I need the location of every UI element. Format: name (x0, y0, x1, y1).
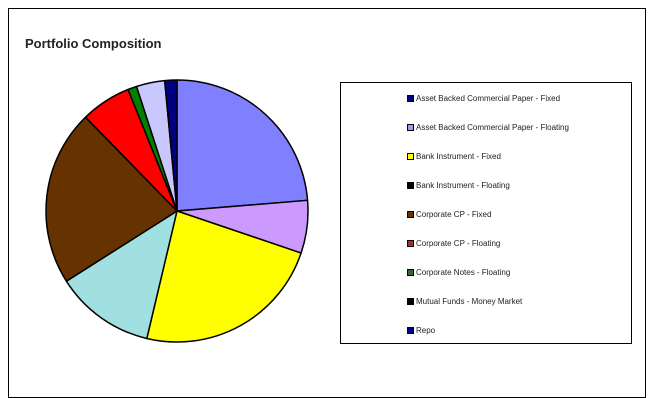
legend-label: Asset Backed Commercial Paper - Floating (416, 122, 569, 132)
legend-swatch (407, 152, 414, 160)
legend-swatch (407, 239, 414, 247)
legend-item: Asset Backed Commercial Paper - Fixed (407, 92, 560, 104)
legend-swatch (407, 181, 414, 189)
pie-slice-1 (176, 79, 309, 212)
legend-item: Bank Instrument - Fixed (407, 150, 501, 162)
pie-slice-9 (163, 79, 178, 212)
legend-swatch (407, 297, 414, 305)
pie-slice-5 (45, 116, 178, 282)
pie-slice-3 (146, 210, 302, 343)
legend-label: Repo (416, 325, 436, 335)
legend-item: Repo (407, 324, 435, 336)
legend-label: Corporate Notes - Floating (416, 267, 511, 277)
legend-swatch (407, 123, 414, 131)
legend-label: Asset Backed Commercial Paper - Fixed (416, 93, 561, 103)
legend-swatch (407, 268, 414, 276)
chart-title: Portfolio Composition (25, 36, 162, 51)
legend-item: Corporate Notes - Floating (407, 266, 510, 278)
legend-label: Corporate CP - Floating (416, 238, 501, 248)
legend-item: Bank Instrument - Floating (407, 179, 510, 191)
legend-swatch (407, 94, 414, 102)
legend-item: Corporate CP - Floating (407, 237, 500, 249)
legend-item: Mutual Funds - Money Market (407, 295, 522, 307)
legend-label: Bank Instrument - Floating (416, 180, 510, 190)
chart-legend: Asset Backed Commercial Paper - Fixed Ass… (340, 82, 632, 344)
legend-swatch (407, 210, 414, 218)
legend-item: Corporate CP - Fixed (407, 208, 491, 220)
legend-swatch (407, 326, 414, 334)
legend-label: Bank Instrument - Fixed (416, 151, 501, 161)
legend-label: Corporate CP - Fixed (416, 209, 492, 219)
pie-slice-4 (65, 210, 178, 340)
legend-item: Asset Backed Commercial Paper - Floating (407, 121, 569, 133)
legend-label: Mutual Funds - Money Market (416, 296, 523, 306)
